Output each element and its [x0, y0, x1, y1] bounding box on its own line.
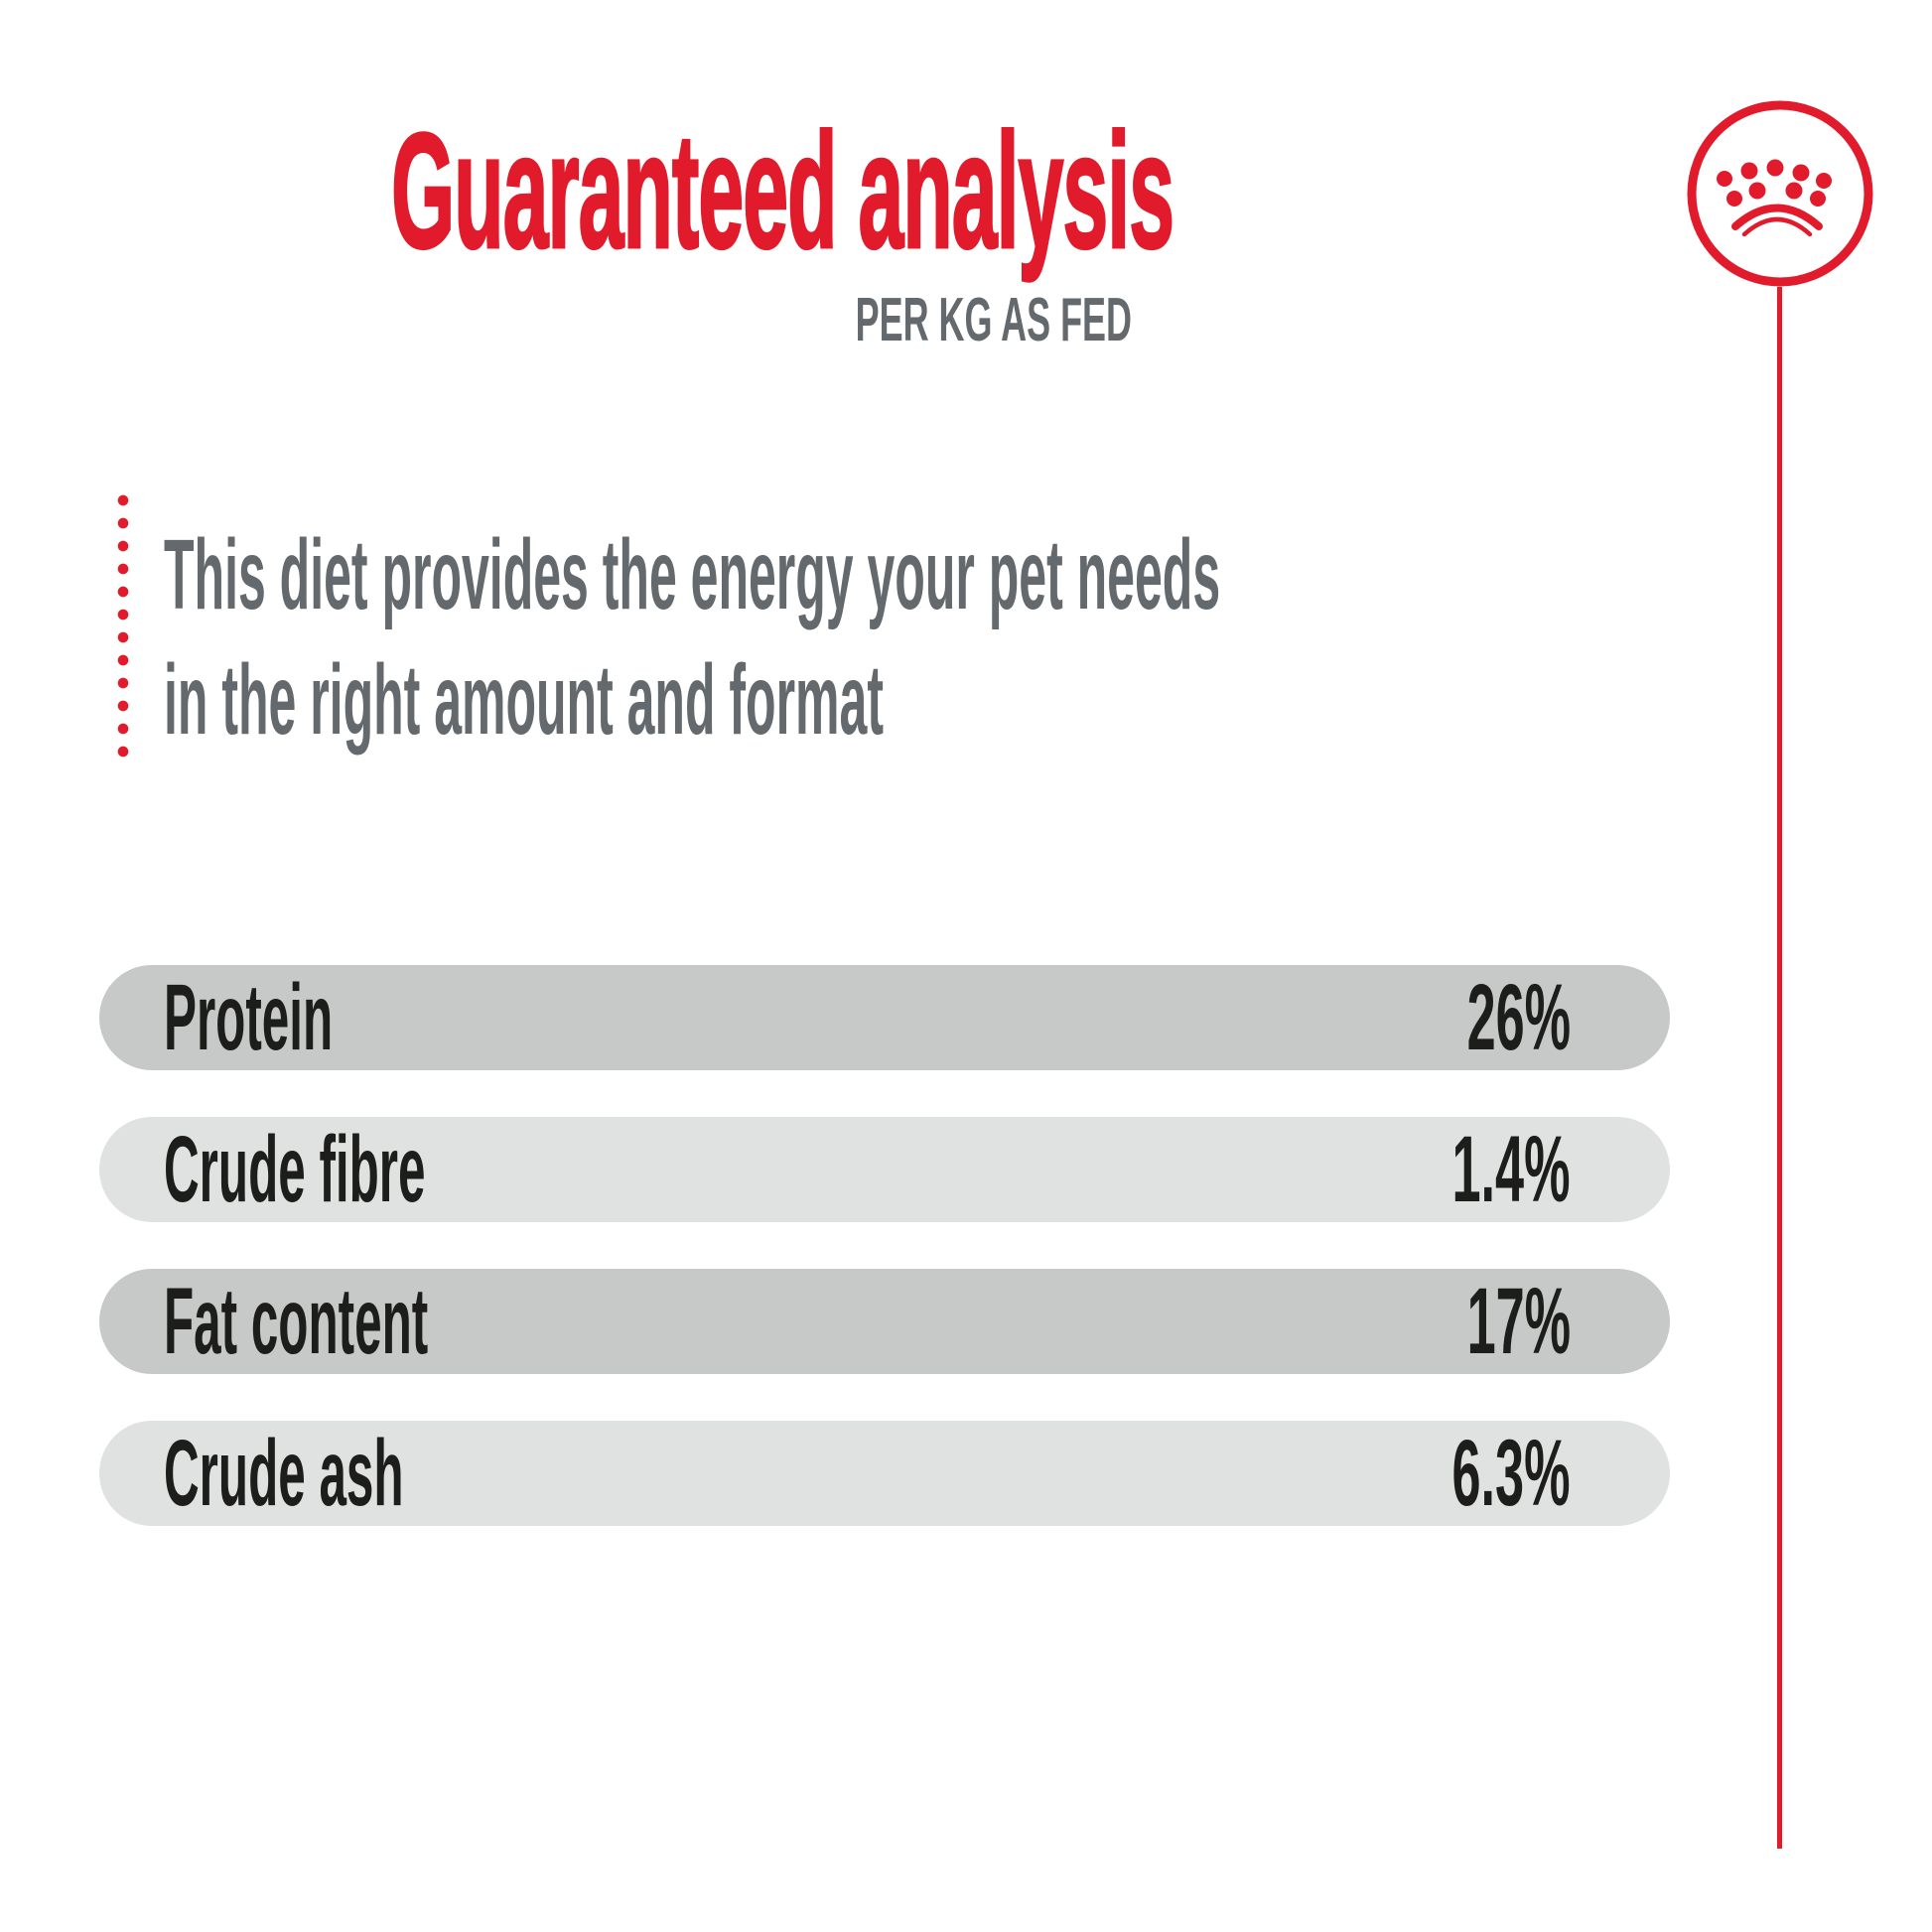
page-title-text: Guaranteed analysis — [390, 99, 1175, 282]
analysis-table: Protein 26% Crude fibre 1.4% Fat content… — [99, 965, 1670, 1573]
dotted-rule — [117, 492, 129, 768]
row-label: Crude ash — [164, 1420, 404, 1526]
unit-note-text: PER KG AS FED — [855, 286, 1132, 354]
unit-note: PER KG AS FED — [0, 290, 1132, 351]
table-row-crude-ash: Crude ash 6.3% — [99, 1421, 1670, 1526]
intro-line-2: in the right amount and format — [164, 644, 884, 756]
row-label: Protein — [164, 964, 334, 1070]
intro-paragraph: This diet provides the energy your pet n… — [164, 512, 1932, 762]
row-label: Crude fibre — [164, 1116, 426, 1222]
row-value: 1.4% — [1451, 1116, 1571, 1222]
table-row-fat-content: Fat content 17% — [99, 1269, 1670, 1374]
row-value: 17% — [1466, 1268, 1571, 1374]
row-value: 26% — [1466, 964, 1571, 1070]
row-value: 6.3% — [1451, 1420, 1571, 1526]
table-row-crude-fibre: Crude fibre 1.4% — [99, 1117, 1670, 1222]
table-row-protein: Protein 26% — [99, 965, 1670, 1070]
page-title: Guaranteed analysis — [0, 99, 1469, 282]
row-label: Fat content — [164, 1268, 429, 1374]
intro-line-1: This diet provides the energy your pet n… — [164, 519, 1221, 630]
royal-canin-crown-logo-icon — [1687, 100, 1873, 287]
vertical-rule — [1777, 287, 1782, 1849]
